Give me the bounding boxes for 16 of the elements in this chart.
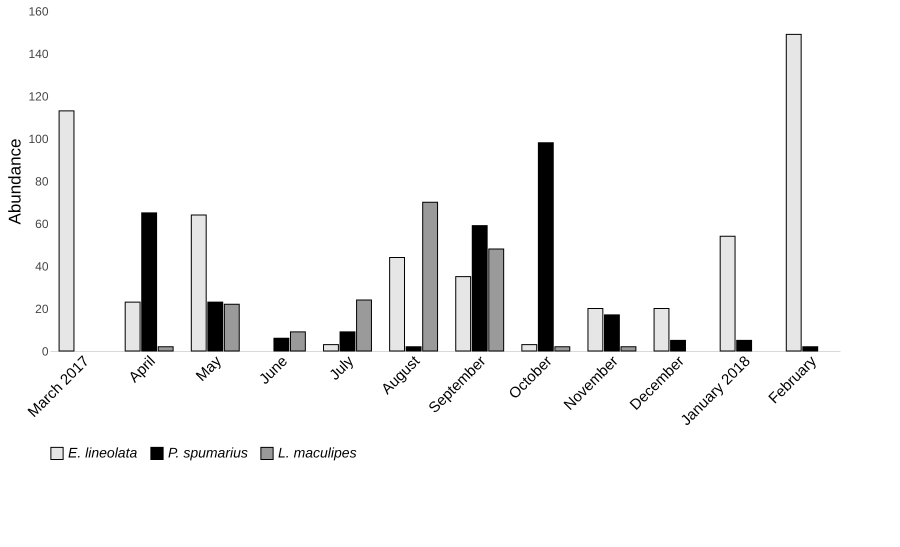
y-tick-label: 140 [28, 47, 49, 61]
y-axis-title: Abundance [5, 138, 24, 225]
y-tick-label: 120 [28, 90, 49, 104]
y-tick-label: 20 [35, 302, 49, 316]
y-tick-label: 80 [35, 174, 49, 188]
y-tick-label: 40 [35, 260, 49, 274]
legend-label: E. lineolata [68, 444, 138, 460]
y-tick-label: 0 [42, 344, 49, 358]
bar [58, 110, 74, 352]
y-tick-label: 160 [28, 4, 49, 18]
x-tick-label: May [192, 352, 226, 385]
x-tick-label: July [326, 352, 358, 384]
legend-label: L. maculipes [278, 444, 357, 460]
y-tick-label: 100 [28, 132, 49, 146]
legend-label: P. spumarius [168, 444, 248, 460]
y-tick-label: 60 [35, 217, 49, 231]
